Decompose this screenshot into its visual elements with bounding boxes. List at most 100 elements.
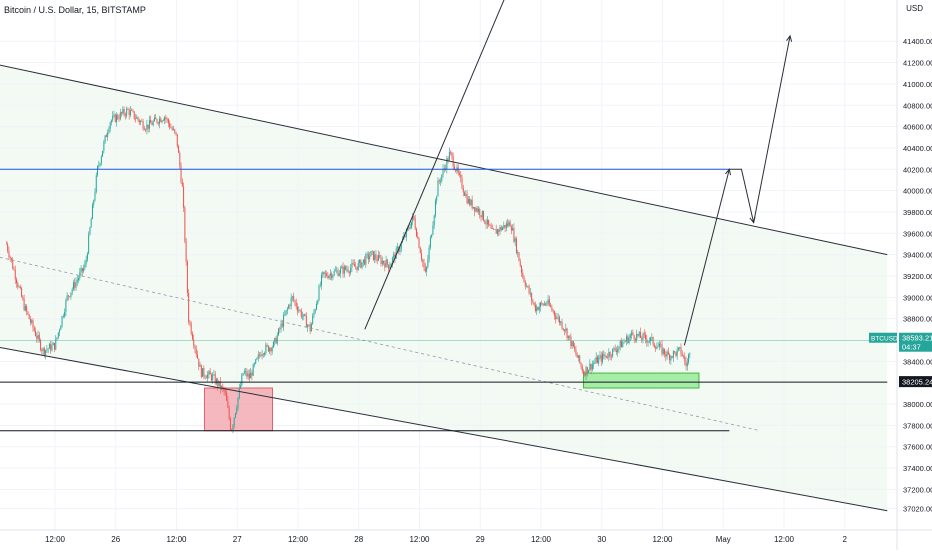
- price-tick-label: 38800.00: [903, 315, 932, 324]
- candle: [410, 221, 412, 229]
- symbol-title: Bitcoin / U.S. Dollar, 15, BITSTAMP: [4, 5, 146, 15]
- candle: [490, 225, 492, 229]
- candle: [664, 348, 666, 355]
- candle: [557, 317, 559, 318]
- support-price-tag: [899, 376, 932, 388]
- candle: [232, 425, 234, 431]
- candle: [580, 362, 582, 367]
- candle: [359, 260, 361, 263]
- candle: [289, 305, 291, 307]
- candle: [136, 117, 138, 119]
- candle: [412, 215, 414, 222]
- candle: [526, 285, 528, 287]
- price-axis[interactable]: [897, 0, 932, 550]
- candle: [614, 348, 616, 351]
- candle: [66, 295, 68, 301]
- candle: [409, 228, 411, 229]
- channel-fill: [0, 65, 888, 511]
- candle: [64, 312, 66, 317]
- candle: [615, 350, 617, 353]
- candle: [172, 129, 174, 130]
- arrowhead-down: [749, 216, 756, 224]
- candle: [253, 363, 255, 365]
- time-tick-label: 12:00: [45, 535, 66, 544]
- candle: [245, 371, 247, 372]
- candle: [596, 356, 598, 364]
- candle: [355, 266, 357, 268]
- candle: [585, 367, 587, 376]
- candle: [126, 109, 128, 116]
- demand-zone[interactable]: [203, 387, 273, 432]
- channel-upper-line[interactable]: [0, 63, 888, 256]
- candle: [389, 266, 391, 269]
- candle: [396, 247, 398, 249]
- candle: [286, 308, 288, 311]
- candle: [50, 343, 52, 351]
- price-tick-label: 38000.00: [903, 400, 932, 409]
- candle: [178, 146, 180, 153]
- candle: [341, 266, 343, 269]
- candle: [524, 281, 526, 287]
- candle: [594, 361, 596, 364]
- candle: [209, 371, 211, 375]
- candle: [662, 348, 664, 354]
- candle: [37, 334, 39, 339]
- candle: [377, 255, 379, 261]
- time-axis[interactable]: [0, 530, 932, 550]
- candle: [155, 117, 157, 120]
- candle: [528, 286, 530, 294]
- candle: [35, 330, 37, 337]
- candle: [607, 357, 609, 358]
- breakout-line[interactable]: [364, 0, 505, 330]
- candle: [280, 323, 282, 330]
- candle: [161, 120, 163, 122]
- candle: [385, 259, 387, 268]
- candle: [340, 268, 342, 274]
- price-tick-label: 37020.00: [903, 505, 932, 514]
- candle: [133, 111, 135, 119]
- candle: [89, 227, 91, 235]
- candle: [224, 391, 226, 393]
- projection-path[interactable]: [683, 35, 791, 346]
- candle: [600, 355, 602, 362]
- channel-lower-line[interactable]: [0, 345, 888, 512]
- candle: [405, 228, 407, 237]
- price-tick-label: 40000.00: [903, 187, 932, 196]
- candle: [595, 356, 597, 362]
- symbol-badge: [869, 332, 897, 343]
- candle: [599, 355, 601, 358]
- candle: [485, 223, 487, 225]
- candle: [116, 115, 118, 122]
- candle: [47, 348, 49, 350]
- candle: [618, 346, 620, 349]
- support-zone[interactable]: [583, 372, 700, 389]
- candle: [250, 372, 252, 379]
- candle: [170, 127, 172, 129]
- candle: [56, 337, 58, 340]
- candle: [666, 351, 668, 357]
- candle: [624, 341, 626, 342]
- candle: [324, 273, 326, 274]
- candle: [689, 353, 691, 355]
- candle: [222, 386, 224, 389]
- candle: [57, 332, 59, 338]
- price-tick-label: 39600.00: [903, 229, 932, 238]
- candle: [270, 348, 272, 352]
- candle: [302, 316, 304, 317]
- candle: [137, 117, 139, 120]
- candle: [680, 347, 682, 354]
- candle: [569, 335, 571, 337]
- price-tick-label: 40400.00: [903, 144, 932, 153]
- candle: [291, 296, 293, 298]
- candle: [110, 120, 112, 123]
- candle: [679, 347, 681, 348]
- time-tick-label: May: [716, 535, 731, 544]
- candle: [203, 368, 205, 376]
- candle: [128, 109, 130, 116]
- candle: [453, 166, 455, 170]
- candle: [78, 278, 80, 280]
- candle: [72, 282, 74, 290]
- candle: [210, 374, 212, 381]
